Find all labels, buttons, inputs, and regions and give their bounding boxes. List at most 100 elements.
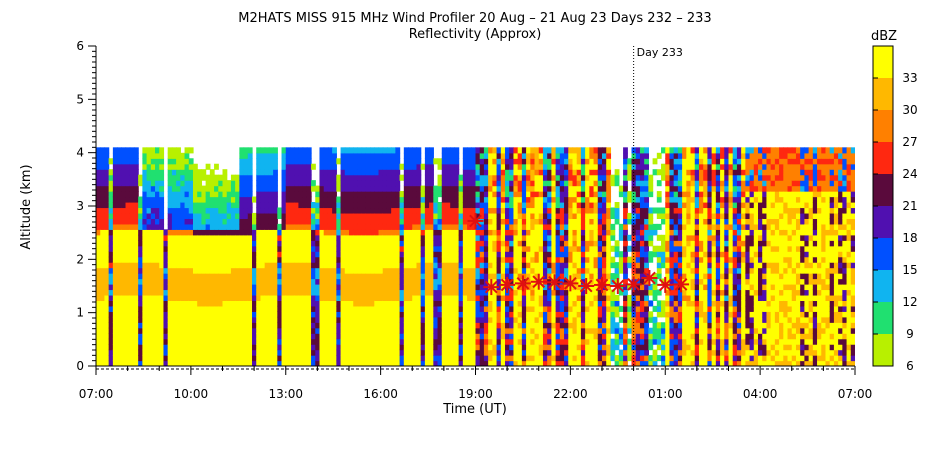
heatmap-cell: [505, 338, 510, 345]
heatmap-cell: [496, 202, 502, 209]
heatmap-cell: [420, 300, 426, 307]
heatmap-cell: [365, 202, 371, 209]
heatmap-cell: [462, 147, 468, 154]
heatmap-cell: [538, 152, 544, 159]
heatmap-cell: [395, 229, 401, 236]
heatmap-cell: [197, 180, 203, 187]
heatmap-cell: [285, 338, 291, 345]
heatmap-cell: [365, 267, 371, 274]
heatmap-cell: [294, 327, 299, 334]
heatmap-cell: [458, 360, 464, 366]
heatmap-cell: [167, 207, 173, 214]
heatmap-cell: [176, 322, 181, 329]
heatmap-cell: [302, 262, 308, 269]
heatmap-cell: [163, 278, 169, 285]
heatmap-cell: [429, 338, 434, 345]
heatmap-cell: [606, 267, 612, 274]
heatmap-cell: [534, 273, 540, 280]
heatmap-cell: [112, 196, 118, 203]
heatmap-cell: [273, 152, 278, 159]
heatmap-cell: [483, 305, 489, 312]
heatmap-cell: [492, 180, 498, 187]
heatmap-cell: [542, 300, 548, 307]
heatmap-cell: [416, 152, 422, 159]
heatmap-cell: [281, 262, 287, 269]
heatmap-cell: [121, 169, 127, 176]
heatmap-cell: [167, 196, 173, 203]
heatmap-cell: [437, 267, 443, 274]
heatmap-cell: [205, 223, 211, 230]
heatmap-cell: [403, 202, 409, 209]
heatmap-cell: [597, 333, 603, 340]
heatmap-cell: [201, 316, 207, 323]
heatmap-cell: [353, 169, 359, 176]
heatmap-cell: [138, 294, 143, 301]
heatmap-cell: [538, 185, 544, 192]
heatmap-cell: [281, 284, 287, 291]
heatmap-cell: [370, 202, 375, 209]
heatmap-cell: [176, 229, 181, 236]
heatmap-cell: [534, 333, 540, 340]
heatmap-cell: [374, 196, 380, 203]
heatmap-cell: [365, 207, 371, 214]
heatmap-cell: [391, 289, 396, 296]
heatmap-cell: [441, 284, 447, 291]
heatmap-cell: [378, 300, 384, 307]
heatmap-cell: [138, 256, 143, 263]
heatmap-cell: [104, 349, 110, 356]
heatmap-cell: [184, 305, 190, 312]
heatmap-cell: [492, 262, 498, 269]
heatmap-cell: [112, 338, 118, 345]
heatmap-cell: [294, 322, 299, 329]
heatmap-cell: [526, 202, 531, 209]
heatmap-cell: [218, 234, 224, 241]
heatmap-cell: [627, 163, 633, 170]
heatmap-cell: [483, 174, 489, 181]
heatmap-cell: [378, 338, 384, 345]
heatmap-cell: [572, 322, 578, 329]
heatmap-cell: [450, 360, 456, 366]
heatmap-cell: [222, 174, 228, 181]
heatmap-cell: [559, 180, 565, 187]
heatmap-cell: [104, 185, 110, 192]
heatmap-cell: [555, 256, 561, 263]
heatmap-cell: [138, 289, 143, 296]
heatmap-cell: [108, 355, 114, 362]
heatmap-cell: [209, 229, 215, 236]
heatmap-cell: [644, 355, 649, 362]
heatmap-cell: [391, 223, 396, 230]
heatmap-cell: [150, 180, 156, 187]
heatmap-cell: [597, 327, 603, 334]
heatmap-cell: [230, 262, 236, 269]
heatmap-cell: [268, 327, 274, 334]
heatmap-cell: [273, 245, 278, 252]
heatmap-cell: [302, 355, 308, 362]
heatmap-cell: [256, 278, 262, 285]
heatmap-cell: [492, 294, 498, 301]
heatmap-cell: [403, 251, 409, 258]
heatmap-cell: [416, 234, 422, 241]
heatmap-cell: [96, 251, 101, 258]
heatmap-cell: [399, 289, 405, 296]
heatmap-cell: [302, 229, 308, 236]
heatmap-cell: [133, 229, 139, 236]
heatmap-cell: [243, 229, 249, 236]
heatmap-cell: [129, 284, 135, 291]
heatmap-cell: [167, 327, 173, 334]
heatmap-cell: [365, 273, 371, 280]
heatmap-cell: [424, 234, 430, 241]
heatmap-cell: [585, 338, 590, 345]
heatmap-cell: [530, 311, 536, 318]
heatmap-cell: [357, 316, 363, 323]
heatmap-cell: [142, 344, 148, 351]
heatmap-cell: [433, 212, 439, 219]
heatmap-cell: [108, 322, 114, 329]
heatmap-cell: [471, 256, 477, 263]
heatmap-cell: [357, 229, 363, 236]
heatmap-cell: [96, 316, 101, 323]
heatmap-cell: [222, 278, 228, 285]
heatmap-cell: [281, 278, 287, 285]
heatmap-cell: [197, 305, 203, 312]
heatmap-cell: [610, 316, 616, 323]
heatmap-cell: [623, 152, 628, 159]
